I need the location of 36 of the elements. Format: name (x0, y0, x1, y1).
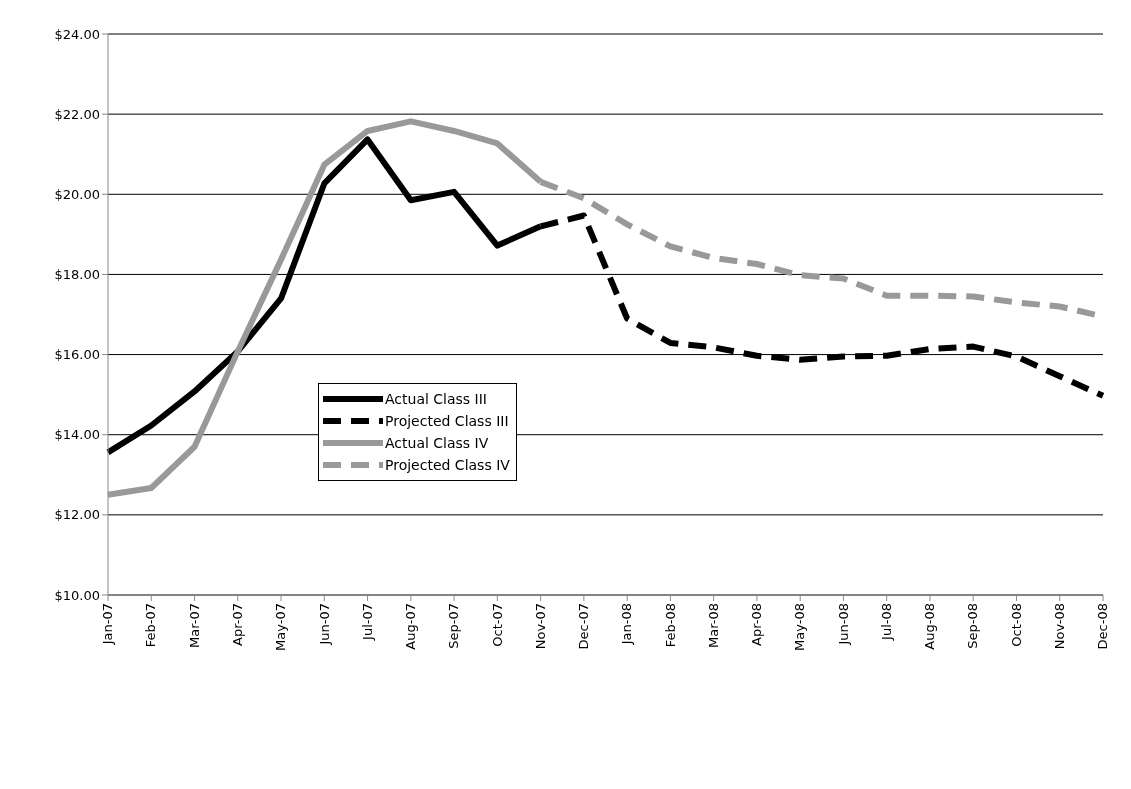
y-tick-label: $20.00 (54, 186, 100, 202)
legend-label: Actual Class III (385, 391, 487, 407)
x-tick-label: Feb-07 (143, 603, 159, 648)
x-tick-label: Oct-07 (489, 603, 505, 647)
x-tick-label: Jan-08 (619, 603, 635, 646)
x-tick-label: Aug-07 (403, 603, 419, 650)
x-tick-label: Sep-07 (446, 603, 462, 649)
y-tick-label: $16.00 (54, 347, 100, 363)
x-tick-label: Feb-08 (662, 603, 678, 648)
x-tick-label: Apr-07 (230, 603, 246, 646)
y-tick-label: $22.00 (54, 106, 100, 122)
y-tick-label: $18.00 (54, 267, 100, 283)
x-tick-label: Dec-07 (576, 603, 592, 650)
y-tick-label: $14.00 (54, 427, 100, 443)
y-tick-label: $24.00 (54, 26, 100, 42)
x-tick-label: Jun-08 (835, 603, 851, 646)
x-tick-label: Dec-08 (1095, 603, 1111, 650)
x-tick-label: May-07 (273, 603, 289, 651)
x-tick-label: Oct-08 (1008, 603, 1024, 647)
x-tick-label: Mar-07 (186, 603, 202, 648)
x-tick-label: Sep-08 (965, 603, 981, 649)
x-tick-label: Mar-08 (705, 603, 721, 648)
x-tick-label: Aug-08 (922, 603, 938, 650)
y-tick-label: $12.00 (54, 507, 100, 523)
x-tick-label: May-08 (792, 603, 808, 651)
y-tick-label: $10.00 (54, 587, 100, 603)
legend-label: Actual Class IV (385, 435, 489, 451)
x-tick-label: Apr-08 (749, 603, 765, 646)
legend-label: Projected Class IV (385, 457, 510, 473)
x-tick-label: Nov-07 (532, 603, 548, 650)
x-tick-label: Jul-08 (878, 603, 894, 641)
legend-label: Projected Class III (385, 413, 509, 429)
x-tick-label: Jul-07 (359, 603, 375, 641)
x-tick-label: Jan-07 (100, 603, 116, 646)
x-tick-label: Jun-07 (316, 603, 332, 646)
x-tick-label: Nov-08 (1051, 603, 1067, 650)
